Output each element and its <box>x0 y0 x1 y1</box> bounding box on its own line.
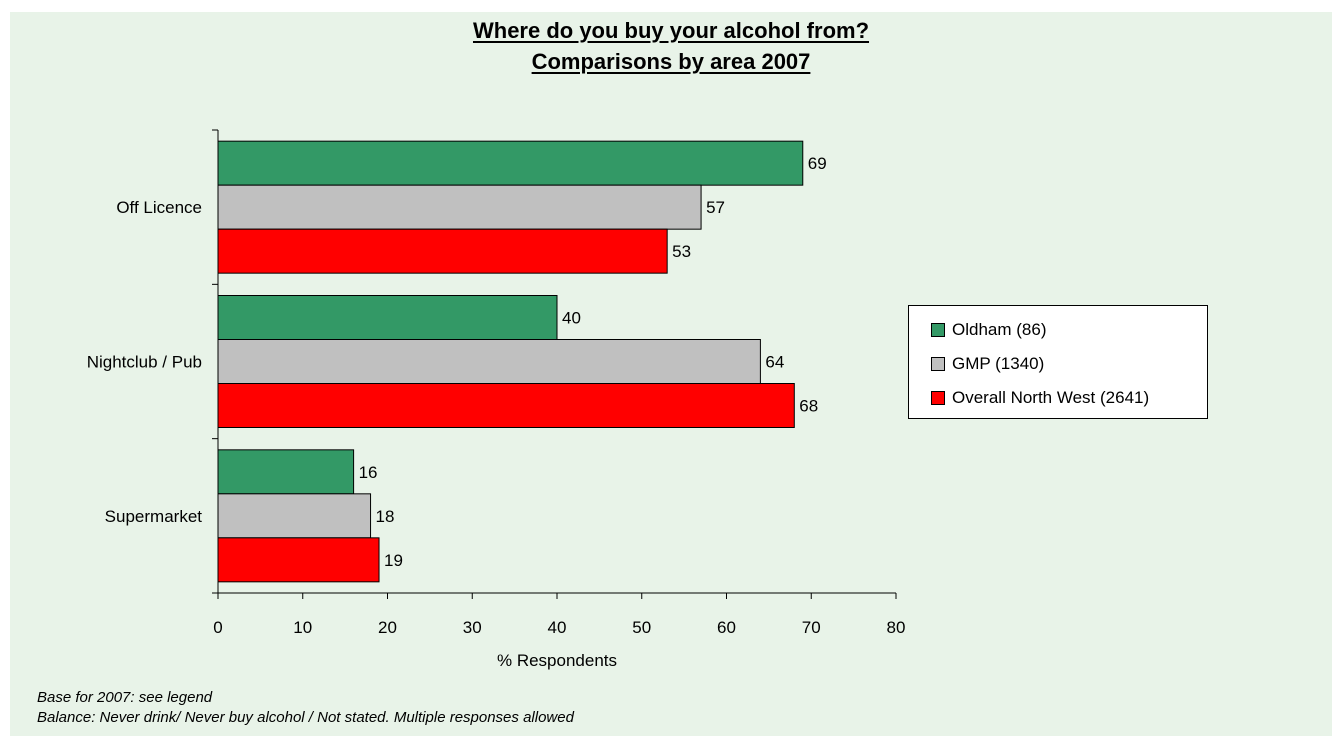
chart-subtitle: Comparisons by area 2007 <box>531 49 811 74</box>
chart-title-block: Where do you buy your alcohol from? Comp… <box>0 15 1342 77</box>
data-label: 18 <box>376 507 395 526</box>
y-tick-label: Off Licence <box>116 198 202 217</box>
bar <box>217 140 804 186</box>
data-label: 57 <box>706 198 725 217</box>
bar <box>217 493 372 539</box>
legend: Oldham (86) GMP (1340) Overall North Wes… <box>908 305 1208 419</box>
bar <box>217 228 668 274</box>
bar <box>217 449 355 495</box>
x-tick-label: 50 <box>632 618 651 637</box>
y-tick-label: Supermarket <box>105 507 203 526</box>
chart-title: Where do you buy your alcohol from? <box>472 18 870 43</box>
data-label: 64 <box>765 353 784 372</box>
bar <box>217 537 380 583</box>
legend-item-gmp: GMP (1340) <box>909 347 1207 381</box>
legend-swatch-north-west <box>931 391 945 405</box>
legend-swatch-gmp <box>931 357 945 371</box>
data-label: 40 <box>562 309 581 328</box>
legend-swatch-oldham <box>931 323 945 337</box>
x-tick-label: 60 <box>717 618 736 637</box>
bar <box>217 295 558 340</box>
bar <box>217 383 795 428</box>
x-tick-label: 30 <box>463 618 482 637</box>
footnote-base: Base for 2007: see legend <box>37 689 213 706</box>
legend-label-oldham: Oldham (86) <box>952 320 1047 339</box>
data-label: 69 <box>808 154 827 173</box>
x-tick-label: 10 <box>293 618 312 637</box>
data-label: 68 <box>799 397 818 416</box>
footnote-balance: Balance: Never drink/ Never buy alcohol … <box>37 709 574 726</box>
x-tick-label: 20 <box>378 618 397 637</box>
x-tick-label: 40 <box>548 618 567 637</box>
data-label: 53 <box>672 242 691 261</box>
x-tick-label: 80 <box>887 618 906 637</box>
footnotes: Base for 2007: see legend Balance: Never… <box>37 688 574 728</box>
x-tick-label: 0 <box>213 618 222 637</box>
bar <box>217 184 702 230</box>
legend-label-gmp: GMP (1340) <box>952 354 1045 373</box>
y-tick-label: Nightclub / Pub <box>87 353 202 372</box>
legend-item-oldham: Oldham (86) <box>909 313 1207 347</box>
data-label: 19 <box>384 551 403 570</box>
x-tick-label: 70 <box>802 618 821 637</box>
x-axis-label: % Respondents <box>497 651 617 670</box>
data-label: 16 <box>359 463 378 482</box>
legend-item-north-west: Overall North West (2641) <box>909 381 1207 415</box>
legend-label-north-west: Overall North West (2641) <box>952 388 1150 407</box>
bar <box>217 339 761 384</box>
